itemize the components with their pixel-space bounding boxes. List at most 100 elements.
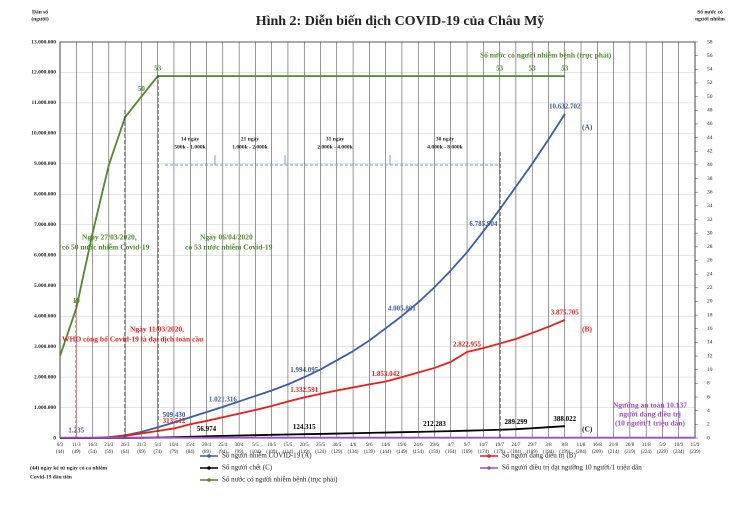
x-tick-label: 24/6 [414,443,423,448]
y-tick-label: 6.000.000 [34,252,56,258]
x-tick-label: 30/5 [332,443,341,448]
period-label: 14 ngày [181,136,199,142]
y-tick-label: 11.000.000 [32,100,57,106]
x-tick-label: (114) [283,450,294,455]
x-tick-label: 3/8 [545,443,552,448]
x-tick-label: 4/7 [448,443,455,448]
annotation: (10 người/1 triệu dân) [615,419,686,428]
y2-tick-label: 10 [707,367,713,373]
x-tick-label: 16/8 [593,443,602,448]
y2-tick-label: 22 [707,285,713,291]
annotation: WHO công bố Covid-19 là đại dịch toàn cầ… [62,335,203,344]
x-tick-label: 19/7 [495,443,504,448]
x-tick-label: 29/7 [528,443,537,448]
x-tick-label: 21/3 [104,443,113,448]
x-tick-label: (174) [478,450,489,455]
x-tick-label: (194) [543,450,554,455]
data-label: 53 [496,65,504,73]
period-label: 31 ngày [326,136,344,142]
data-label: 2.822.955 [453,341,482,349]
y-tick-label: 1.000.000 [34,405,56,411]
x-tick-label: (44) [56,450,65,455]
annotation: Ngưỡng an toàn 10.137 [613,401,687,410]
x-tick-label: (79) [170,450,179,455]
y2-tick-label: 6 [707,394,710,400]
x-tick-label: 31/8 [642,443,651,448]
x-tick-label: (149) [397,450,408,455]
y2-tick-label: 20 [707,299,713,305]
annotation: có 50 nước nhiễm Covid-19 [62,243,150,252]
x-tick-label: (124) [315,450,326,455]
y2-tick-label: 12 [707,353,713,359]
y2-tick-label: 52 [707,80,713,86]
x-tick-label: (189) [527,450,538,455]
y-tick-label: 2.000.000 [34,374,56,380]
annotation: Ngày 11/03/2020, [130,325,184,334]
x-tick-label: 29/6 [430,443,439,448]
annotation: Ngày 06/04/2020 [200,233,253,242]
y2-tick-label: 26 [707,258,713,264]
x-tick-label: 10/4 [170,443,179,448]
period-label: 500k - 1.000k [174,144,206,150]
x-tick-label: (159) [429,450,440,455]
y-tick-label: 7.000.000 [34,222,56,228]
annotation: Ngày 27/03/2020, [82,233,137,242]
y2-tick-label: 18 [707,312,713,318]
x-tick-label: (224) [641,450,652,455]
y-axis-label: (người) [31,15,49,22]
x-tick-label: 10/9 [674,443,683,448]
y2-tick-label: 42 [707,149,713,155]
x-tick-label: 14/7 [479,443,488,448]
x-tick-label: (104) [250,450,261,455]
y2-tick-label: 32 [707,217,713,223]
y2-tick-label: 36 [707,189,713,195]
annotation: người đang điều trị [619,410,681,419]
data-label: 509.430 [163,411,186,419]
x-tick-label: (229) [657,450,668,455]
data-label: 19 [73,297,81,305]
y2-tick-label: 34 [707,203,713,209]
x-tick-label: (59) [105,450,114,455]
y2-tick-label: 50 [707,94,713,100]
y2-tick-label: 0 [707,435,710,441]
x-tick-label: (119) [299,450,310,455]
period-label: 21 ngày [241,136,259,142]
x-tick-label: (234) [673,450,684,455]
data-label: 212.283 [423,420,446,428]
annotation: Số nước có người nhiễm bệnh (trục phải) [480,51,612,60]
y2-tick-label: 16 [707,326,713,332]
y2-tick-label: 2 [707,422,710,428]
y2-tick-label: 56 [707,53,713,59]
series-line [60,319,566,439]
data-label: 4.005.801 [388,305,417,313]
series-tag: (A) [582,123,593,132]
x-tick-label: (69) [137,450,146,455]
period-label: 2.000k - 4.000k [317,144,353,150]
data-label: 289.299 [505,418,528,426]
x-tick-label: 5/9 [659,443,666,448]
x-tick-label: 31/3 [137,443,146,448]
series-line [59,113,566,439]
y2-tick-label: 30 [707,230,713,236]
plot-area: 0 1.000.000 2.000.000 3.000.000 4.000.000 5.0… [31,39,713,455]
annotation: có 53 nước nhiễm Covid-19 [185,243,273,252]
data-label: 10.632.702 [549,103,581,111]
x-tick-label: 26/3 [121,443,130,448]
y2-axis-label: người nhiễm [695,15,725,22]
x-tick-label: 21/8 [609,443,618,448]
data-label: 313.512 [163,417,186,425]
legend-marker [487,454,491,458]
x-tick-label: (184) [510,450,521,455]
x-tick-label: (204) [576,450,587,455]
x-tick-label: (129) [331,450,342,455]
data-label: 124.315 [293,423,316,431]
y-tick-label: 9.000.000 [34,161,56,167]
x-tick-label: (199) [559,450,570,455]
y2-tick-label: 4 [707,408,710,414]
data-label: 3.875.705 [551,309,580,317]
legend-marker [487,466,491,470]
x-tick-label: 14/6 [381,443,390,448]
y2-tick-label: 38 [707,176,713,182]
x-tick-label: (214) [608,450,619,455]
